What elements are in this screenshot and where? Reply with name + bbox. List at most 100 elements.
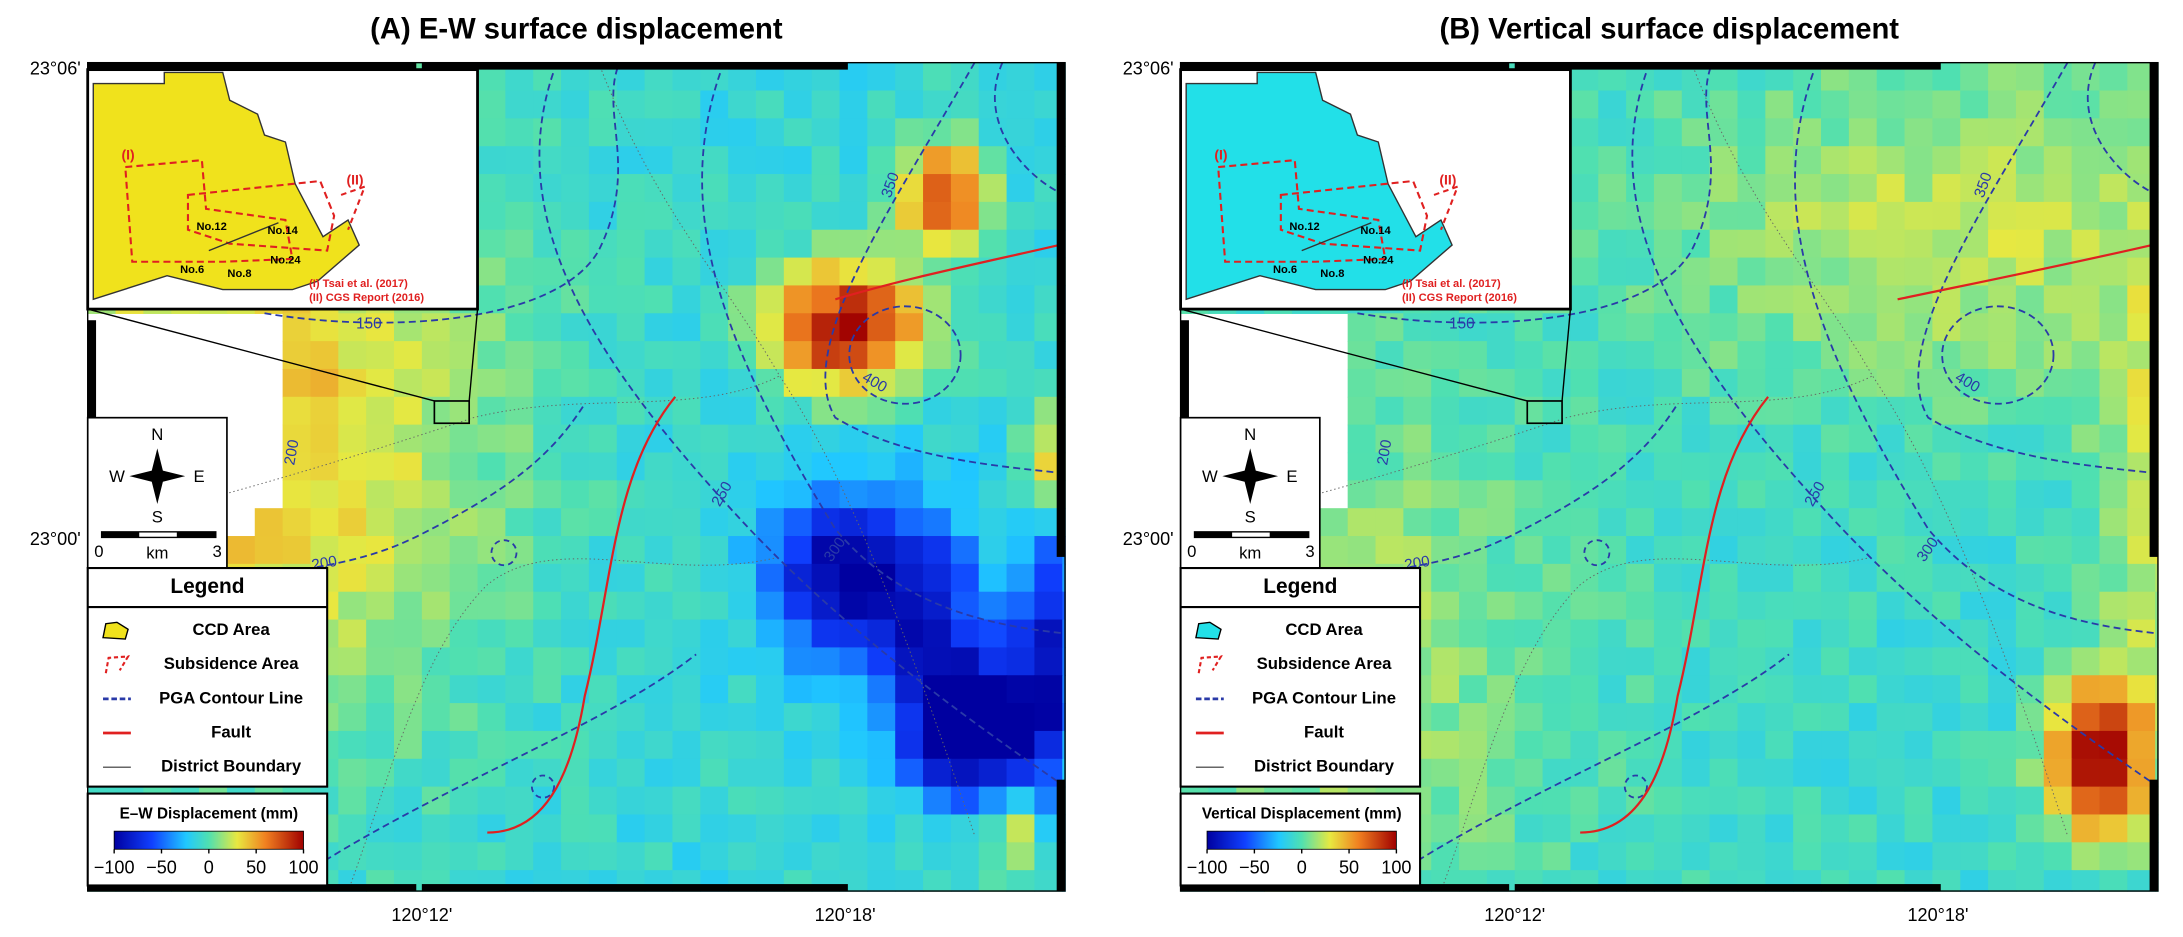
raster-cell: [700, 90, 729, 120]
scale-label: 3: [1305, 542, 1314, 561]
raster-cell: [393, 368, 423, 398]
raster-cell: [1932, 368, 1961, 398]
raster-cell: [644, 647, 674, 676]
raster-cell: [1403, 424, 1432, 454]
compass-label: S: [1245, 507, 1256, 526]
raster-cell: [2099, 424, 2129, 454]
raster-cell: [505, 424, 534, 454]
raster-cell: [1765, 730, 1794, 760]
raster-cell: [700, 536, 729, 565]
raster-cell: [1709, 563, 1739, 593]
raster-cell: [1403, 313, 1432, 342]
raster-cell: [950, 675, 980, 704]
raster-cell: [867, 619, 896, 649]
raster-cell: [2071, 313, 2101, 342]
raster-cell: [1598, 174, 1627, 203]
raster-cell: [755, 675, 785, 704]
raster-cell: [895, 285, 924, 314]
raster-cell: [588, 758, 618, 788]
site-label: No.12: [196, 221, 226, 233]
raster-cell: [867, 536, 896, 565]
raster-cell: [644, 703, 674, 732]
raster-cell: [783, 368, 813, 398]
raster-cell: [2099, 842, 2129, 871]
raster-cell: [1486, 842, 1516, 871]
raster-cell: [895, 118, 924, 147]
raster-cell: [338, 396, 367, 426]
raster-cell: [338, 619, 367, 649]
raster-cell: [839, 229, 869, 259]
raster-cell: [1904, 146, 1934, 175]
raster-cell: [923, 842, 952, 871]
raster-cell: [1737, 758, 1767, 788]
raster-cell: [1431, 396, 1460, 426]
raster-cell: [1486, 452, 1516, 482]
raster-cell: [1932, 257, 1961, 287]
raster-cell: [1904, 257, 1934, 287]
raster-cell: [393, 703, 423, 732]
frame-bar: [1056, 62, 1066, 557]
raster-cell: [477, 675, 507, 704]
raster-cell: [2071, 786, 2101, 816]
raster-cell: [644, 90, 674, 120]
raster-cell: [616, 563, 646, 593]
raster-cell: [783, 647, 813, 676]
raster-cell: [1793, 285, 1822, 314]
raster-cell: [644, 842, 674, 871]
raster-cell: [1765, 452, 1794, 482]
raster-cell: [1006, 201, 1036, 231]
raster-cell: [1681, 758, 1711, 788]
raster-cell: [1403, 536, 1432, 565]
raster-cell: [1653, 368, 1683, 398]
raster-cell: [1709, 90, 1739, 120]
colorbar-title: Vertical Displacement (mm): [1202, 806, 1402, 823]
raster-cell: [755, 146, 785, 175]
raster-cell: [533, 118, 562, 147]
raster-cell: [588, 201, 618, 231]
raster-cell: [895, 786, 924, 816]
raster-cell: [1904, 174, 1934, 203]
raster-cell: [1821, 480, 1850, 509]
raster-cell: [1626, 508, 1655, 537]
raster-cell: [2015, 174, 2045, 203]
raster-cell: [1653, 341, 1683, 370]
raster-cell: [755, 591, 785, 621]
raster-cell: [644, 229, 674, 259]
raster-cell: [505, 563, 534, 593]
raster-cell: [1570, 619, 1599, 649]
raster-cell: [366, 536, 395, 565]
raster-cell: [755, 313, 785, 342]
raster-cell: [895, 591, 924, 621]
raster-cell: [1904, 201, 1934, 231]
raster-cell: [1486, 313, 1516, 342]
raster-cell: [1737, 341, 1767, 370]
raster-cell: [895, 341, 924, 370]
raster-cell: [1626, 814, 1655, 844]
raster-cell: [1904, 619, 1934, 649]
raster-cell: [1431, 591, 1460, 621]
raster-cell: [1570, 675, 1599, 704]
raster-cell: [1681, 368, 1711, 398]
raster-cell: [1598, 201, 1627, 231]
raster-cell: [923, 146, 952, 175]
raster-cell: [1821, 90, 1850, 120]
raster-cell: [1626, 647, 1655, 676]
raster-cell: [1793, 619, 1822, 649]
raster-cell: [755, 201, 785, 231]
raster-cell: [1598, 229, 1627, 259]
raster-cell: [2043, 563, 2073, 593]
raster-cell: [2015, 591, 2045, 621]
legend-item: District Boundary: [1254, 757, 1395, 776]
raster-cell: [1570, 90, 1599, 120]
raster-cell: [923, 201, 952, 231]
raster-cell: [310, 341, 340, 370]
raster-cell: [1486, 619, 1516, 649]
raster-cell: [1459, 368, 1488, 398]
lat-label: 23°06': [30, 58, 81, 78]
raster-cell: [1486, 508, 1516, 537]
raster-cell: [2043, 480, 2073, 509]
raster-cell: [616, 341, 646, 370]
raster-cell: [811, 675, 841, 704]
raster-cell: [978, 480, 1008, 509]
raster-cell: [1431, 786, 1460, 816]
